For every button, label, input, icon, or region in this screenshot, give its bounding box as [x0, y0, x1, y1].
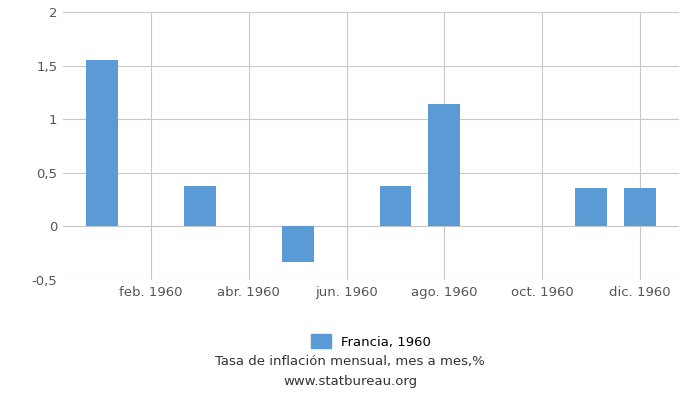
Bar: [86, 60, 118, 226]
Bar: [379, 186, 412, 226]
Bar: [282, 226, 314, 262]
Text: Tasa de inflación mensual, mes a mes,%: Tasa de inflación mensual, mes a mes,%: [215, 356, 485, 368]
Text: www.statbureau.org: www.statbureau.org: [283, 376, 417, 388]
Bar: [575, 188, 607, 226]
Bar: [624, 188, 656, 226]
Legend: Francia, 1960: Francia, 1960: [306, 329, 436, 354]
Bar: [428, 104, 460, 226]
Bar: [184, 186, 216, 226]
